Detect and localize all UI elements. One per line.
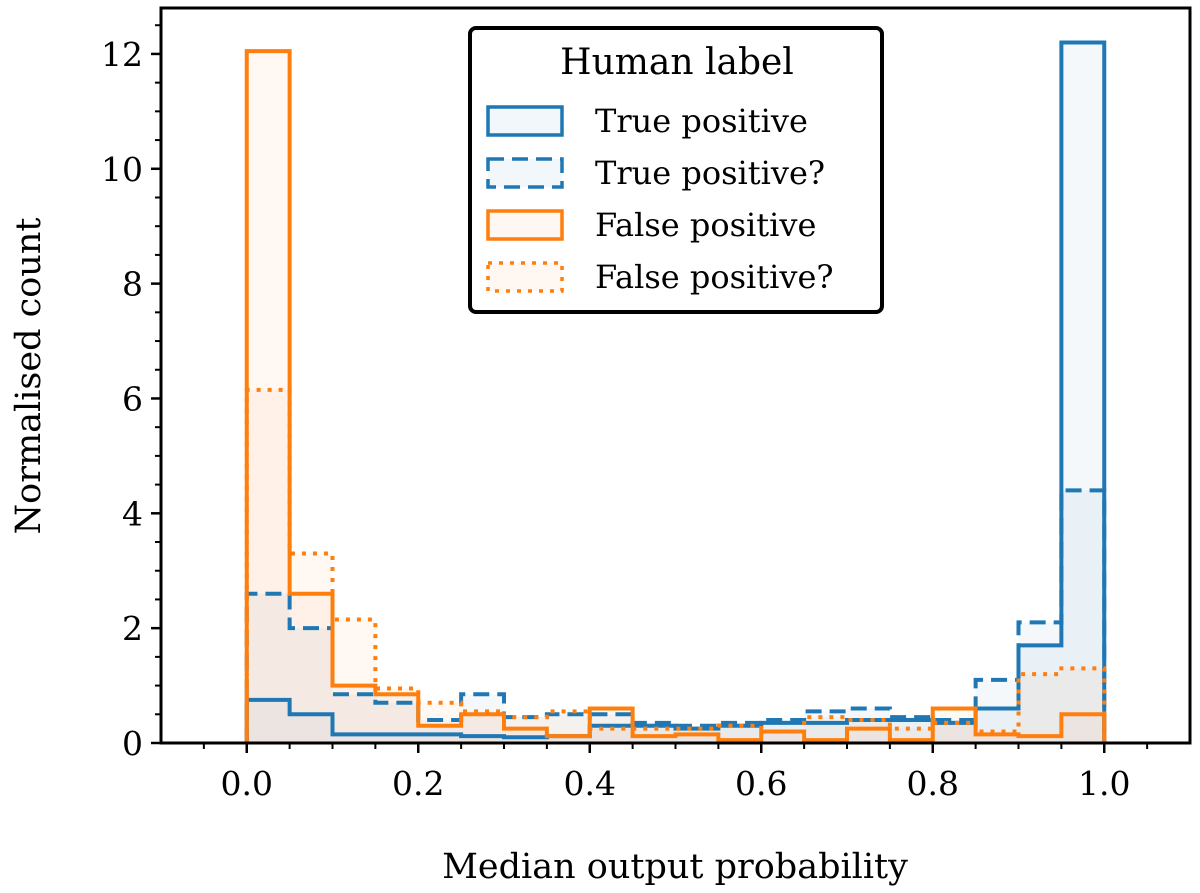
y-tick-label: 8 xyxy=(122,265,143,304)
y-tick-label: 2 xyxy=(122,609,143,648)
x-axis-label: Median output probability xyxy=(442,847,908,887)
legend-swatch xyxy=(486,261,564,293)
legend-swatch xyxy=(486,157,564,189)
x-tick-label: 0.0 xyxy=(221,764,273,803)
legend-label: True positive? xyxy=(595,154,825,192)
x-tick-label: 0.4 xyxy=(564,764,616,803)
legend-swatch xyxy=(486,105,564,137)
y-tick-label: 10 xyxy=(101,150,143,189)
legend-title: Human label xyxy=(560,42,794,83)
y-tick-label: 6 xyxy=(122,379,143,418)
tick-labels: 0.0 0.2 0.4 0.6 0.8 1.0 0 2 4 6 8 10 12 xyxy=(101,35,1130,803)
y-tick-label: 12 xyxy=(101,35,143,74)
legend-item: True positive xyxy=(486,102,808,140)
legend-swatch xyxy=(486,209,564,241)
x-tick-label: 1.0 xyxy=(1078,764,1130,803)
y-axis-label: Normalised count xyxy=(9,218,49,535)
legend-label: False positive? xyxy=(595,258,834,296)
x-tick-label: 0.6 xyxy=(735,764,787,803)
legend-item: True positive? xyxy=(486,154,825,192)
series-line-2 xyxy=(244,49,1107,743)
series-line-3 xyxy=(244,387,1107,743)
y-tick-label: 4 xyxy=(122,494,143,533)
x-tick-label: 0.2 xyxy=(392,764,444,803)
series-lines xyxy=(244,40,1107,743)
legend-label: False positive xyxy=(595,206,816,244)
legend-label: True positive xyxy=(595,102,808,140)
legend-item: False positive? xyxy=(486,258,834,296)
plot-frame xyxy=(159,6,1192,745)
y-tick-label: 0 xyxy=(122,724,143,763)
legend-item: False positive xyxy=(486,206,816,244)
legend-box xyxy=(468,26,884,314)
x-tick-label: 0.8 xyxy=(907,764,959,803)
legend: Human label True positive True positive? F… xyxy=(468,26,884,314)
